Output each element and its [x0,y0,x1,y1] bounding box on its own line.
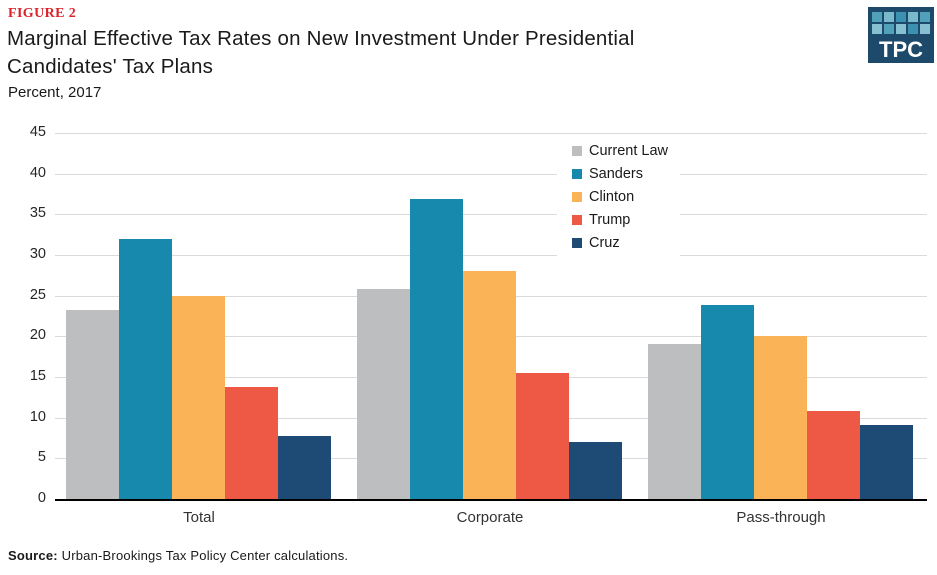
logo-square-icon [908,12,918,22]
logo-square-icon [872,12,882,22]
figure-number-label: FIGURE 2 [8,6,77,21]
x-axis-category-label: Pass-through [736,509,826,526]
legend-swatch-icon [572,145,582,156]
bar-cruz-corporate [569,442,622,499]
bar-current-law-total [66,310,119,499]
legend-swatch-icon [572,168,582,179]
y-axis-tick-label: 5 [37,449,46,465]
legend-item-sanders: Sanders [572,162,668,185]
gridline [55,133,927,134]
legend-label: Current Law [589,142,668,159]
logo-square-icon [884,12,894,22]
y-axis-tick-label: 30 [29,246,46,262]
legend-label: Trump [589,211,631,228]
y-axis-tick-label: 15 [29,368,46,384]
y-axis-tick-label: 40 [29,165,46,181]
legend-swatch-icon [572,191,582,202]
x-axis-category-label: Total [183,509,215,526]
y-axis-tick-label: 0 [37,490,46,506]
bar-current-law-corporate [357,289,410,499]
logo-square-icon [884,24,894,34]
legend-swatch-icon [572,214,582,225]
y-axis-tick-label: 20 [29,327,46,343]
logo-square-icon [920,12,930,22]
gridline [55,174,927,175]
title-line-1: Marginal Effective Tax Rates on New Inve… [7,27,635,50]
y-axis-tick-label: 35 [29,205,46,221]
logo-grid-icon [872,12,932,34]
tpc-logo: TPC [868,7,934,63]
legend-label: Cruz [589,234,620,251]
legend-item-cruz: Cruz [572,231,668,254]
chart-units-subtitle: Percent, 2017 [8,84,102,101]
x-axis-category-label: Corporate [456,509,524,526]
source-label: Source: [8,548,58,563]
bar-trump-corporate [516,372,569,499]
logo-square-icon [920,24,930,34]
y-axis-tick-label: 10 [29,409,46,425]
y-axis-tick-label: 25 [29,287,46,303]
gridline [55,214,927,215]
chart-legend: Current Law Sanders Clinton Trump Cruz [557,135,680,258]
bar-trump-total [225,386,278,499]
bar-clinton-pass-through [754,336,807,499]
logo-square-icon [872,24,882,34]
bar-current-law-pass-through [648,343,701,499]
bar-clinton-total [172,295,225,499]
bar-trump-pass-through [807,411,860,499]
bar-sanders-corporate [410,198,463,499]
page-title: Marginal Effective Tax Rates on New Inve… [7,25,635,81]
logo-square-icon [908,24,918,34]
legend-item-trump: Trump [572,208,668,231]
source-note: Source: Urban-Brookings Tax Policy Cente… [8,548,348,563]
logo-square-icon [896,24,906,34]
bar-sanders-total [119,238,172,499]
bar-cruz-pass-through [860,425,913,499]
source-text: Urban-Brookings Tax Policy Center calcul… [61,548,349,563]
x-axis-line [55,499,927,501]
y-axis-tick-label: 45 [29,124,46,140]
legend-swatch-icon [572,237,582,248]
gridline [55,255,927,256]
bar-sanders-pass-through [701,304,754,499]
logo-square-icon [896,12,906,22]
legend-label: Clinton [589,188,635,205]
bar-cruz-total [278,435,331,499]
legend-label: Sanders [589,165,644,182]
legend-item-current-law: Current Law [572,139,668,162]
bar-clinton-corporate [463,271,516,499]
logo-text: TPC [879,37,923,62]
legend-item-clinton: Clinton [572,185,668,208]
title-line-2: Candidates' Tax Plans [7,55,214,78]
